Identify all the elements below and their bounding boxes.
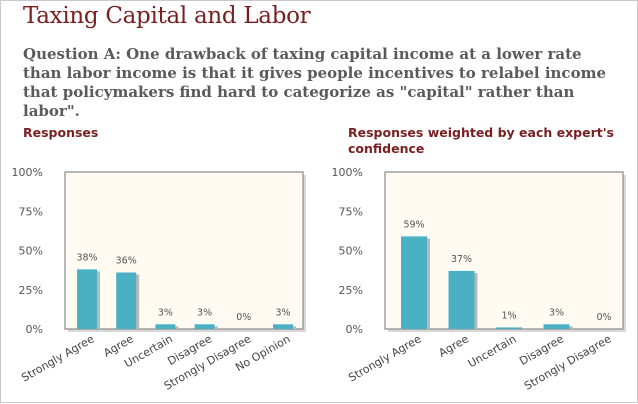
- y-tick-label: 50%: [19, 245, 43, 258]
- data-label: 3%: [197, 307, 212, 318]
- category-label: Agree: [437, 332, 472, 360]
- data-label: 0%: [596, 312, 611, 323]
- bar: [77, 269, 97, 329]
- y-tick-label: 25%: [19, 284, 43, 297]
- category-label: Strongly Disagree: [522, 332, 614, 392]
- bar: [194, 324, 215, 329]
- chart-2-title: Responses weighted by each expert's conf…: [348, 125, 614, 156]
- plot-area: [64, 171, 304, 330]
- y-tick-label: 75%: [19, 205, 43, 218]
- bar: [543, 324, 570, 329]
- y-tick-label: 0%: [346, 323, 363, 336]
- y-tick-label: 25%: [339, 284, 363, 297]
- category-label: Strongly Agree: [346, 332, 423, 384]
- data-label: 36%: [116, 255, 137, 266]
- category-label: Strongly Agree: [19, 332, 96, 384]
- y-tick-label: 100%: [332, 166, 363, 179]
- y-tick-label: 0%: [26, 323, 43, 336]
- data-label: 59%: [403, 219, 424, 230]
- bar: [116, 272, 137, 329]
- y-tick-label: 75%: [339, 205, 363, 218]
- y-tick-label: 50%: [339, 245, 363, 258]
- data-label: 3%: [275, 307, 290, 318]
- data-label: 38%: [76, 252, 97, 263]
- category-label: Uncertain: [466, 332, 519, 370]
- data-label: 3%: [158, 307, 173, 318]
- data-label: 37%: [451, 254, 472, 265]
- y-tick-label: 100%: [12, 166, 43, 179]
- bar: [496, 327, 522, 329]
- bar: [273, 324, 293, 329]
- chart-1-title: Responses: [23, 125, 99, 140]
- question-text: Question A: One drawback of taxing capit…: [23, 45, 606, 120]
- data-label: 3%: [549, 307, 564, 318]
- bar: [448, 270, 475, 329]
- page-title: Taxing Capital and Labor: [23, 3, 311, 29]
- data-label: 1%: [501, 310, 516, 321]
- bar: [401, 236, 427, 329]
- data-label: 0%: [236, 312, 251, 323]
- bar: [155, 324, 176, 329]
